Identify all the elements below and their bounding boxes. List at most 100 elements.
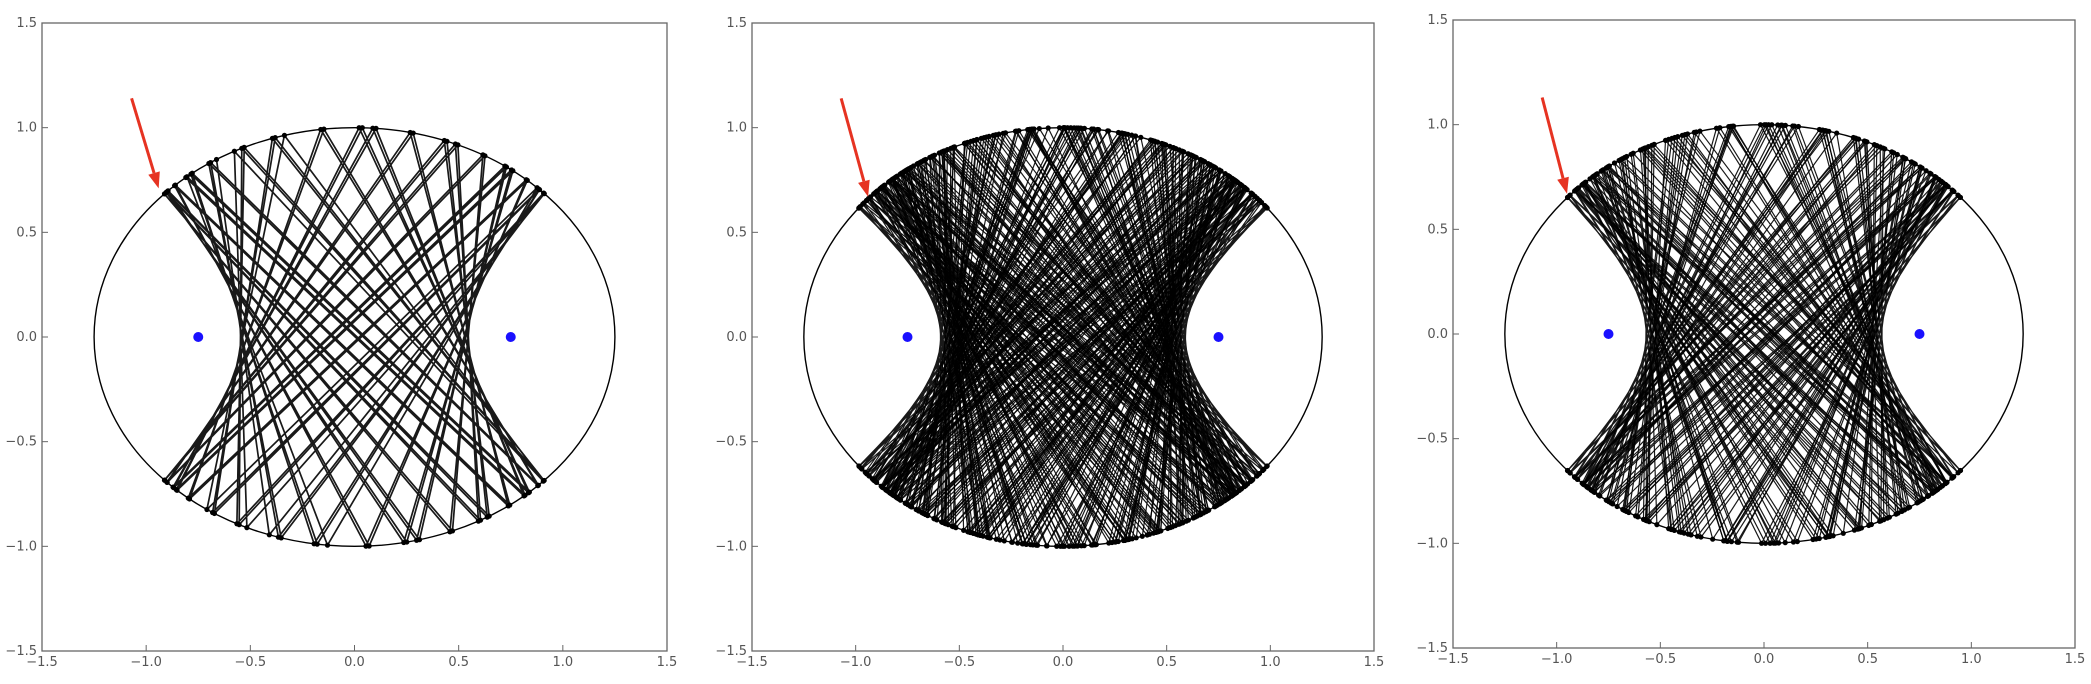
billiard-boundary (93, 126, 616, 548)
bounce-point (1643, 517, 1649, 524)
bounce-point (1001, 538, 1007, 544)
bounce-point (1668, 526, 1674, 533)
plot-panel-1: −1.5 −1.0 −0.5 0.0 0.5 1.0 1.5 −1.5 −1.0 −0.5 0.0 0… (5, 16, 677, 670)
bounce-point (1201, 158, 1207, 165)
bounce-point (1066, 543, 1072, 549)
bounce-point (416, 537, 423, 543)
bounce-point (1139, 533, 1145, 539)
bounce-point (1899, 508, 1905, 514)
bounce-point (1185, 151, 1191, 157)
x-tick-label: −0.5 (1645, 652, 1677, 667)
bounce-point (1584, 484, 1591, 490)
bounce-point (1920, 496, 1926, 503)
bounce-point (206, 160, 212, 167)
bounce-point (856, 204, 863, 210)
bounce-point (883, 487, 889, 493)
bounce-point (171, 183, 178, 189)
bounce-point (266, 532, 272, 538)
bounce-point (1024, 541, 1030, 547)
start-arrow-head (148, 171, 160, 189)
bounce-point (455, 142, 461, 148)
bounce-point (1180, 519, 1186, 526)
x-tick-label: −1.5 (1437, 652, 1469, 667)
bounce-point (1642, 145, 1649, 151)
x-tick-label: −1.0 (1541, 652, 1573, 667)
bounce-point (1176, 147, 1182, 153)
bounce-point (1810, 536, 1816, 543)
bounce-point (1167, 524, 1174, 531)
bounce-point (906, 165, 912, 172)
bounce-point (185, 495, 191, 501)
bounce-point (1045, 125, 1051, 131)
bounce-point (1676, 529, 1682, 535)
bounce-point (1669, 135, 1675, 141)
bounce-point (1911, 160, 1917, 166)
bounce-point (1571, 474, 1578, 480)
y-tick-label: 1.5 (726, 16, 747, 31)
bounce-point (535, 483, 541, 489)
bounce-point (1782, 122, 1789, 128)
x-tick-label: 0.0 (344, 655, 365, 670)
bounce-point (862, 469, 868, 475)
bounce-point (1603, 165, 1609, 171)
y-tick-label: −0.5 (5, 435, 37, 450)
bounce-point (890, 176, 896, 182)
bounce-point (204, 506, 210, 513)
bounce-point (183, 174, 189, 181)
bounce-point (231, 148, 237, 154)
focus-point (193, 332, 204, 342)
start-arrow-head (1557, 176, 1569, 194)
bounce-point (311, 541, 317, 547)
y-tick-label: 0.0 (1427, 327, 1448, 342)
bounce-point (949, 523, 955, 529)
bounce-point (1951, 188, 1957, 195)
bounce-point (986, 535, 993, 541)
bounce-point (1260, 467, 1266, 474)
bounce-point (211, 510, 218, 517)
y-tick-label: −0.5 (1416, 432, 1448, 447)
bounce-point (1637, 147, 1644, 153)
bounce-point (163, 189, 169, 196)
x-tick-label: 1.0 (1961, 652, 1982, 667)
bounce-point (521, 493, 527, 499)
bounce-point (1895, 510, 1901, 516)
bounce-point (449, 528, 456, 534)
bounce-point (893, 494, 899, 500)
bounce-point (1075, 543, 1081, 549)
bounce-point (523, 177, 529, 183)
bounce-point (961, 527, 967, 533)
bounce-point (901, 169, 907, 175)
bounce-point (1726, 124, 1732, 130)
bounce-point (1257, 198, 1263, 204)
bounce-point (234, 521, 240, 527)
bounce-point (1931, 489, 1938, 495)
bounce-point (1565, 194, 1571, 200)
bounce-point (879, 484, 885, 490)
bounce-point (921, 157, 927, 164)
bounce-point (1889, 149, 1895, 155)
bounce-point (281, 132, 288, 138)
y-tick-label: −1.0 (5, 539, 37, 554)
bounce-point (993, 132, 999, 138)
bounce-point (1827, 533, 1833, 540)
x-tick-label: 0.5 (448, 655, 469, 670)
focus-point (505, 332, 516, 342)
bounce-point (1036, 125, 1042, 132)
bounce-point (1630, 150, 1636, 156)
bounce-point (1105, 128, 1112, 134)
bounce-point (1002, 130, 1009, 136)
bounce-point (1728, 539, 1735, 545)
plot-panel-2: −1.5 −1.0 −0.5 0.0 0.5 1.0 1.5 −1.5 −1.0 −0.5 0.0 0… (715, 16, 1384, 670)
bounce-point (1133, 535, 1139, 541)
bounce-point (540, 190, 547, 196)
x-tick-label: 1.0 (1260, 655, 1281, 670)
x-tick-label: 0.5 (1857, 652, 1878, 667)
bounce-point (1942, 181, 1948, 187)
y-tick-label: 1.5 (1427, 13, 1448, 28)
bounce-point (170, 484, 176, 490)
bounce-point (885, 179, 892, 185)
bounce-point (1725, 538, 1731, 544)
bounce-point (1721, 538, 1727, 544)
bounce-point (1249, 191, 1256, 197)
bounce-point (373, 125, 379, 131)
